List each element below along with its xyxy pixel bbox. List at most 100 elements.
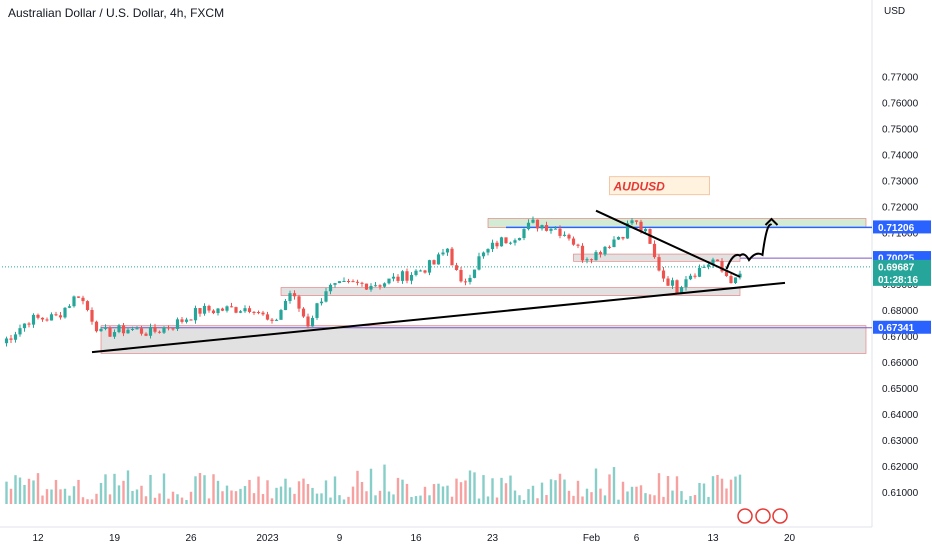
volume-bar	[338, 495, 341, 504]
volume-bar	[603, 495, 607, 504]
candle-body	[499, 237, 504, 247]
candle-body	[243, 308, 247, 312]
volume-bar	[212, 474, 215, 504]
candle-body	[342, 280, 346, 282]
volume-bar	[414, 496, 418, 504]
volume-bar	[702, 483, 706, 504]
volume-bar	[32, 480, 35, 504]
candle-body	[549, 228, 553, 231]
candle-body	[405, 271, 409, 281]
y-tick-label: 0.61000	[882, 488, 919, 499]
price-label-box	[873, 320, 931, 334]
candle-body	[171, 328, 175, 330]
candle-body	[459, 270, 463, 282]
volume-bar	[684, 499, 688, 504]
price-label: 0.71206	[878, 223, 915, 234]
volume-bar	[657, 473, 661, 504]
volume-bar	[500, 477, 503, 504]
candle-body	[261, 312, 265, 315]
candle-body	[234, 307, 238, 313]
volume-bar	[239, 488, 242, 504]
candle-body	[634, 220, 639, 222]
volume-bar	[576, 480, 580, 504]
y-tick-label: 0.68000	[882, 306, 919, 317]
x-tick-label: 12	[32, 533, 44, 544]
candle-body	[706, 264, 711, 267]
candle-body	[189, 319, 193, 321]
volume-bar	[113, 473, 116, 504]
zone-box	[487, 218, 867, 228]
volume-bar	[369, 468, 373, 504]
volume-bar	[207, 498, 211, 504]
zone-box	[573, 253, 741, 262]
volume-bar	[585, 488, 589, 504]
volume-bar	[729, 479, 733, 504]
candle-body	[423, 270, 427, 273]
candle-body	[355, 281, 360, 283]
x-tick-label: 16	[410, 533, 422, 544]
candle-body	[495, 242, 499, 247]
candle-body	[72, 296, 76, 307]
volume-bar	[419, 495, 422, 504]
y-tick-label: 0.65000	[882, 384, 919, 395]
volume-bar	[509, 475, 512, 504]
candle-body	[76, 296, 81, 298]
candle-body	[45, 319, 49, 321]
zone-box	[100, 325, 867, 354]
candle-body	[225, 306, 229, 311]
candle-body	[607, 246, 612, 248]
candle-body	[562, 234, 567, 236]
candle-body	[13, 334, 18, 340]
volume-bar	[162, 473, 166, 504]
y-tick-label: 0.62000	[882, 462, 919, 473]
volume-bar	[293, 493, 296, 504]
candle-body	[121, 325, 126, 334]
candle-body	[81, 297, 85, 302]
volume-bar	[230, 490, 233, 504]
candle-body	[418, 270, 423, 272]
candle-body	[684, 279, 688, 288]
candle-body	[207, 305, 211, 311]
volume-bar	[455, 478, 458, 504]
candle-body	[270, 319, 274, 321]
candle-body	[688, 275, 693, 280]
volume-bar	[536, 498, 539, 504]
candle-body	[630, 220, 634, 224]
volume-bar	[554, 480, 557, 504]
candle-body	[108, 327, 112, 337]
volume-bar	[149, 474, 152, 504]
volume-bar	[644, 493, 647, 504]
candle-body	[319, 301, 324, 304]
candle-body	[387, 278, 391, 284]
candle-body	[220, 308, 225, 311]
candle-body	[652, 243, 657, 258]
candle-body	[477, 256, 481, 270]
volume-bar	[558, 473, 562, 504]
candle-body	[711, 259, 715, 265]
candle-body	[490, 242, 495, 250]
candle-body	[724, 271, 729, 277]
candle-body	[238, 311, 243, 313]
volume-bar	[680, 491, 683, 504]
candle-body	[594, 252, 598, 261]
volume-bar	[698, 482, 701, 504]
volume-bar	[315, 493, 319, 504]
candle-body	[450, 248, 454, 266]
candle-body	[436, 254, 441, 265]
volume-bar	[320, 493, 323, 504]
volume-bar	[63, 488, 67, 504]
volume-bar	[725, 488, 728, 504]
candle-body	[702, 266, 706, 268]
candle-body	[553, 228, 558, 230]
volume-bar	[252, 493, 256, 504]
volume-bar	[288, 487, 292, 504]
candle-body	[364, 283, 369, 290]
volume-bar	[77, 479, 80, 504]
volume-bar	[473, 472, 476, 504]
x-tick-label: 20	[784, 533, 796, 544]
volume-bar	[284, 478, 287, 504]
volume-bar	[266, 480, 269, 504]
x-tick-label: 2023	[256, 533, 279, 544]
volume-bar	[225, 485, 229, 504]
